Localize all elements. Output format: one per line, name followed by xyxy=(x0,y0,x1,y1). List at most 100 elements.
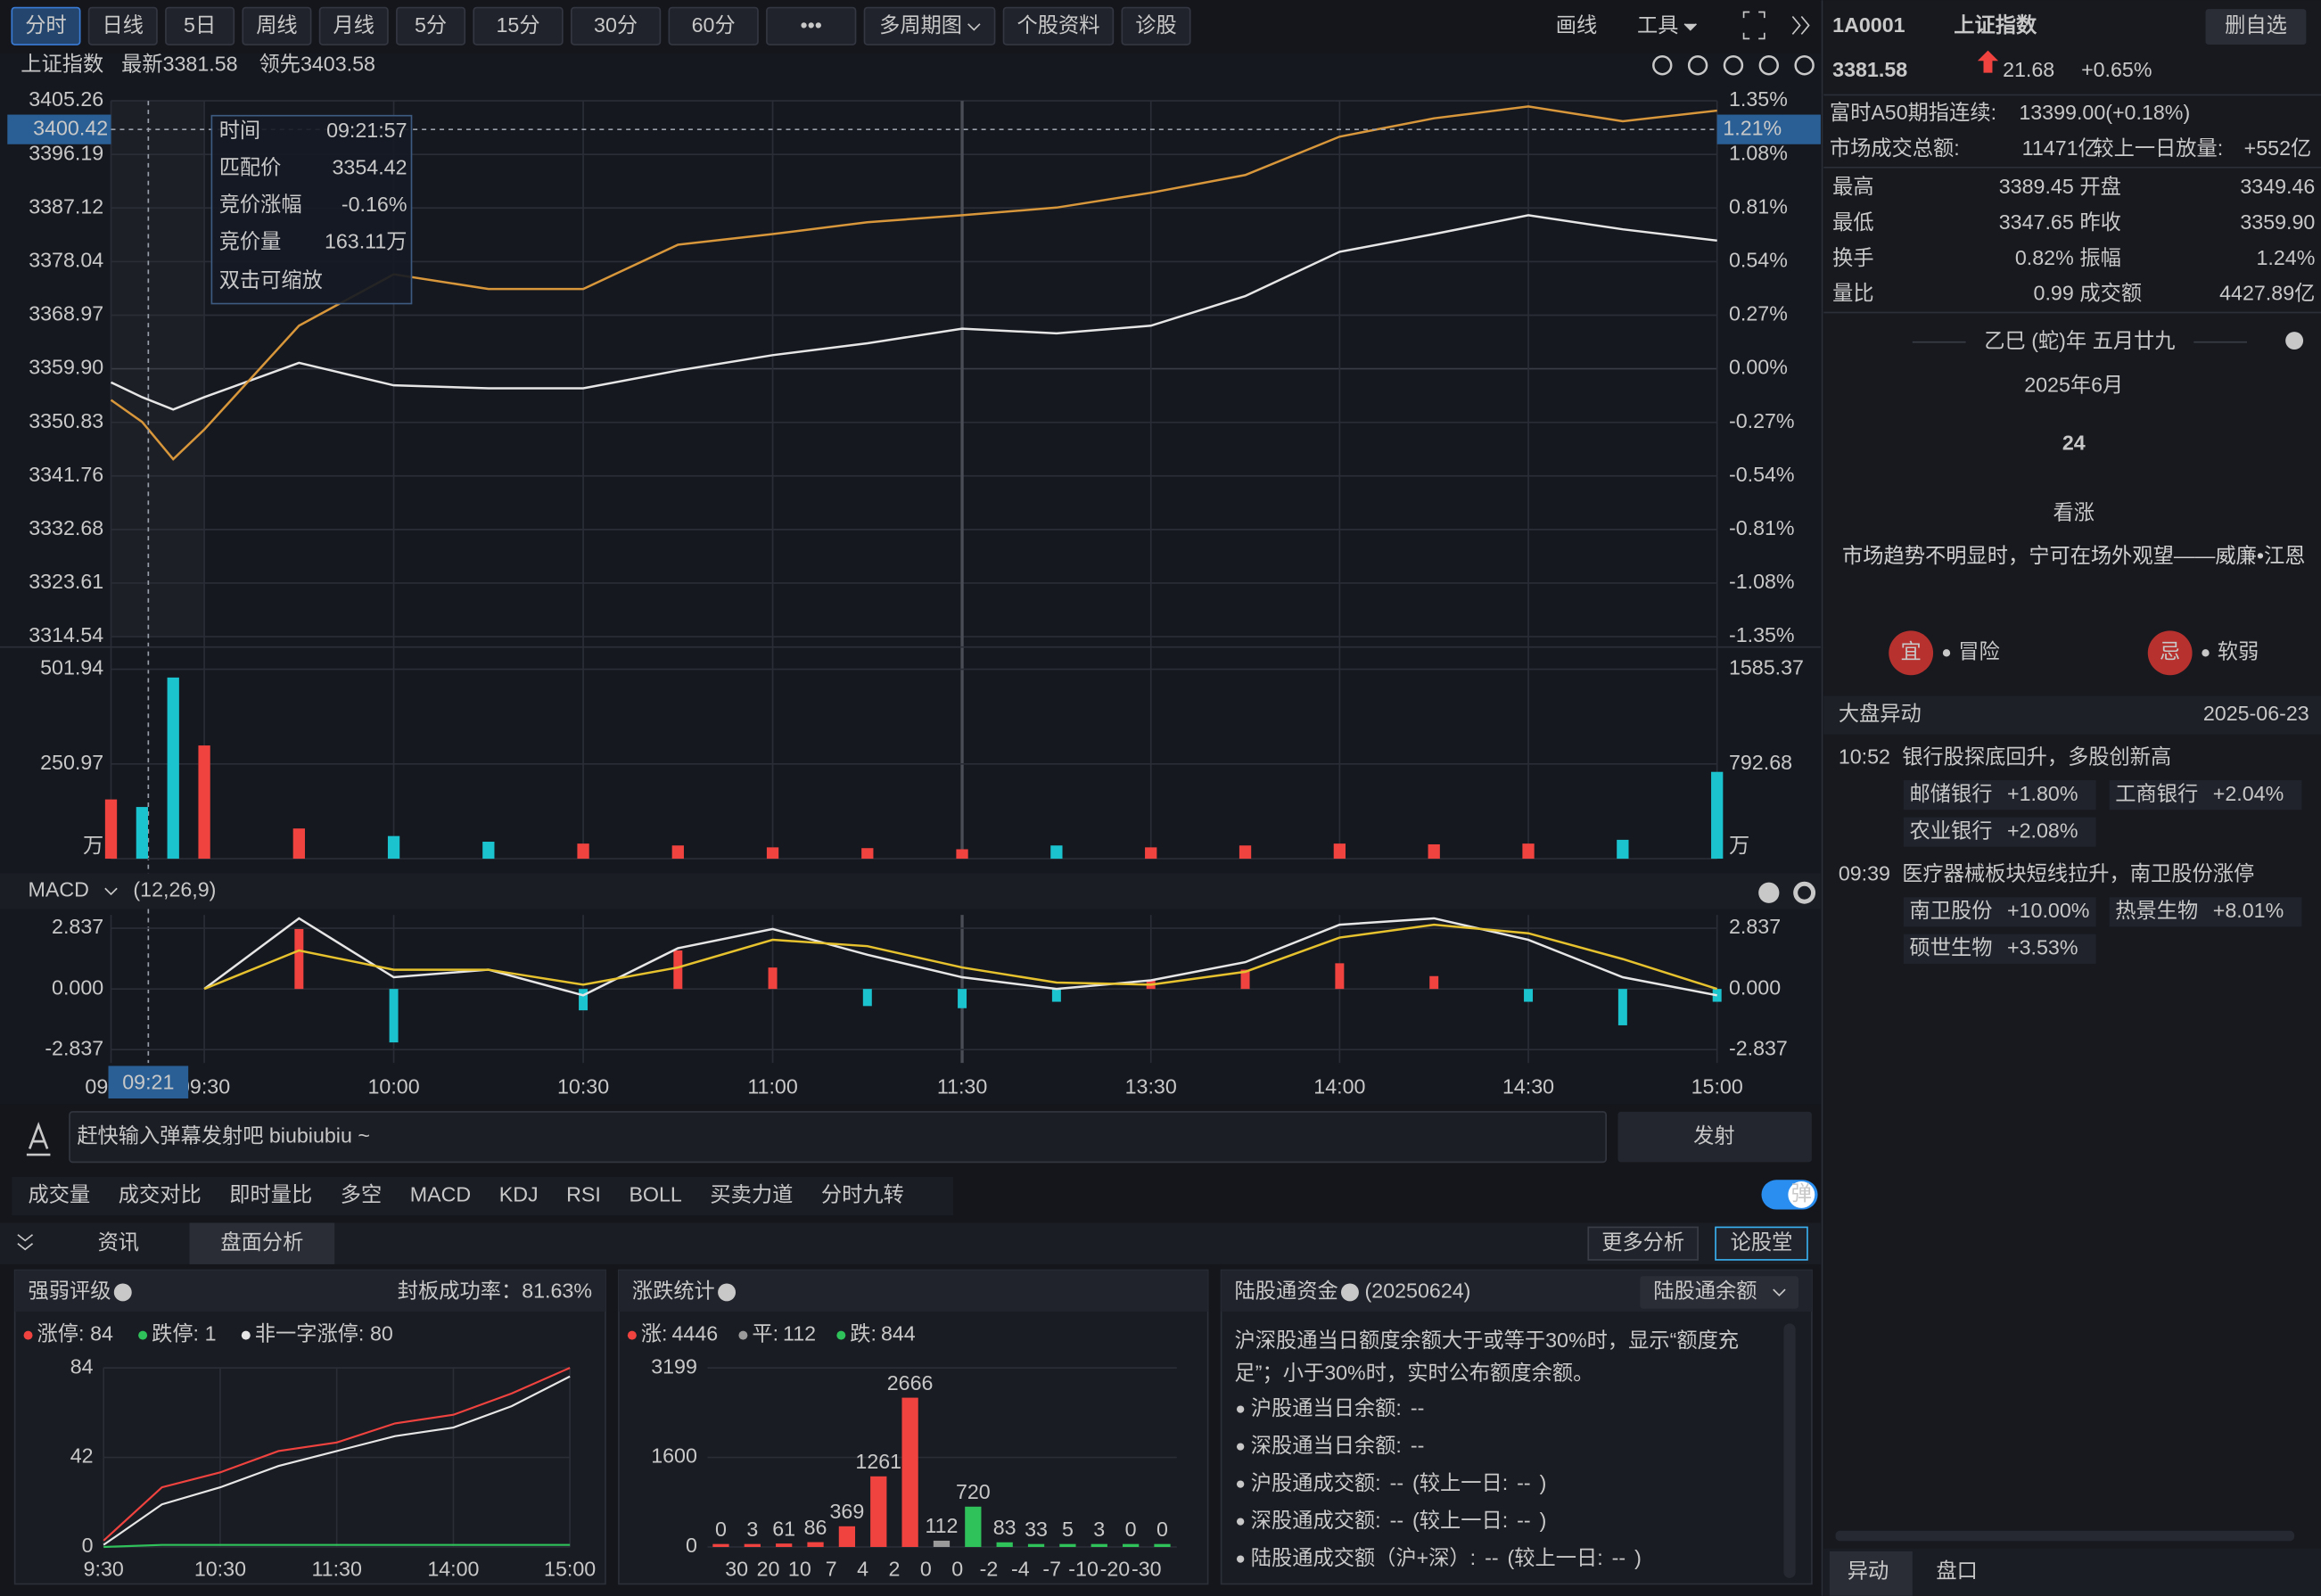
tab-label[interactable]: ••• xyxy=(801,13,822,37)
right-tab-active xyxy=(1829,1551,1913,1596)
x-tick-label: 11:30 xyxy=(311,1558,361,1581)
indicator-tab[interactable]: RSI xyxy=(566,1183,601,1206)
calendar-day: 24 xyxy=(2062,431,2086,454)
tab-label[interactable]: 分时 xyxy=(25,13,66,37)
macd-bar xyxy=(389,989,399,1043)
forum-button[interactable] xyxy=(1715,1226,1808,1261)
tab-label[interactable]: 30分 xyxy=(594,13,638,37)
event-text: 银行股探底回升，多股创新高 xyxy=(1902,745,2171,768)
bottom-tab[interactable]: 盘面分析 xyxy=(220,1230,303,1254)
y2-tick-label: 0.00% xyxy=(1729,356,1788,379)
more-label[interactable]: 更多分析 xyxy=(1601,1230,1684,1254)
indicator-tab[interactable]: KDJ xyxy=(499,1183,539,1206)
row-compare-end: ) xyxy=(1634,1546,1642,1569)
tab-button[interactable] xyxy=(766,6,857,45)
y2-tick-label: -1.35% xyxy=(1729,623,1795,646)
forum-label[interactable]: 论股堂 xyxy=(1731,1230,1793,1254)
unwatch-button[interactable] xyxy=(2205,9,2307,45)
x-tick-label: -20 xyxy=(1100,1558,1131,1581)
stock-name[interactable]: 邮储银行 xyxy=(1909,782,1992,805)
dropdown[interactable] xyxy=(1640,1276,1798,1309)
indicator-tab[interactable]: 即时量比 xyxy=(229,1183,312,1206)
tab-button[interactable] xyxy=(863,6,996,45)
indicator-tab[interactable]: 成交对比 xyxy=(119,1183,202,1206)
tab-label[interactable]: 多周期图 xyxy=(879,13,962,37)
indicator-tab[interactable]: 买卖力道 xyxy=(710,1183,793,1206)
ji-text: 软弱 xyxy=(2218,639,2259,662)
calendar-month: 2025年6月 xyxy=(2024,374,2123,397)
tab-button[interactable] xyxy=(1121,6,1191,45)
tab-button[interactable] xyxy=(570,6,662,45)
y2-tick-label: -0.54% xyxy=(1729,463,1795,486)
right-tab[interactable]: 异动 xyxy=(1848,1559,1889,1582)
tab-label[interactable]: 日线 xyxy=(103,13,144,37)
volume-bar xyxy=(167,677,179,860)
tab-label[interactable]: 月线 xyxy=(333,13,374,37)
quote-change: 21.68 xyxy=(2003,58,2054,81)
stock-name[interactable]: 热景生物 xyxy=(2115,899,2198,922)
tool-label[interactable]: 画线 xyxy=(1556,13,1597,37)
stat-label: 昨收 xyxy=(2079,210,2120,234)
tab-button[interactable] xyxy=(87,6,158,45)
indicator-tab[interactable]: MACD xyxy=(410,1183,471,1206)
send-button[interactable] xyxy=(1617,1111,1812,1163)
stock-tag[interactable] xyxy=(1903,817,2096,847)
stock-tag[interactable] xyxy=(1903,780,2096,810)
row-compare-value: -- xyxy=(1517,1471,1530,1494)
send-label[interactable]: 发射 xyxy=(1693,1123,1734,1147)
y2-tick-label: 0.000 xyxy=(1729,975,1781,999)
bullet xyxy=(1942,649,1951,657)
indicator-tab[interactable]: BOLL xyxy=(629,1183,681,1206)
volume-bar xyxy=(482,842,495,860)
tab-button[interactable] xyxy=(668,6,759,45)
tab-label[interactable]: 5日 xyxy=(184,13,216,37)
stock-name[interactable]: 南卫股份 xyxy=(1909,899,1992,922)
macd-bar xyxy=(1051,989,1061,1002)
tab-label[interactable]: 5分 xyxy=(415,13,447,37)
unwatch-label[interactable]: 删自选 xyxy=(2225,13,2287,37)
tool-label[interactable]: 工具 xyxy=(1637,13,1678,37)
quote-name: 上证指数 xyxy=(1954,13,2037,37)
stock-tag[interactable] xyxy=(2109,897,2302,927)
macd-bar xyxy=(1429,975,1439,990)
indicator-tab[interactable]: 多空 xyxy=(341,1183,382,1206)
x-tick-label: 13:30 xyxy=(1125,1075,1177,1098)
tab-button[interactable] xyxy=(165,6,235,45)
stock-tag[interactable] xyxy=(1903,934,2096,964)
stock-name[interactable]: 工商银行 xyxy=(2115,782,2198,805)
dropdown-label[interactable]: 陆股通余额 xyxy=(1653,1279,1757,1303)
indicator-tab[interactable]: 成交量 xyxy=(29,1183,91,1206)
tab-button[interactable] xyxy=(11,6,81,45)
tab-label[interactable]: 诊股 xyxy=(1135,13,1176,37)
stock-tag[interactable] xyxy=(2109,780,2302,810)
danmaku-input[interactable] xyxy=(69,1111,1608,1164)
y-tick-label: 3368.97 xyxy=(29,302,103,325)
tab-button[interactable] xyxy=(1002,6,1115,45)
right-tab[interactable]: 盘口 xyxy=(1936,1559,1977,1582)
lead-price: 领先3403.58 xyxy=(259,52,375,75)
tab-button[interactable] xyxy=(242,6,312,45)
up-arrow xyxy=(1977,50,1999,73)
bullet xyxy=(2202,649,2210,657)
tab-button[interactable] xyxy=(318,6,389,45)
bottom-tab[interactable]: 资讯 xyxy=(98,1230,139,1254)
tab-label[interactable]: 个股资料 xyxy=(1016,13,1099,37)
tab-button[interactable] xyxy=(473,6,564,45)
y2-tick-label: -0.27% xyxy=(1729,409,1795,432)
legend-dot xyxy=(738,1330,748,1340)
more-button[interactable] xyxy=(1587,1226,1699,1261)
indicator-tab[interactable]: 分时九转 xyxy=(821,1183,904,1206)
volume-bar xyxy=(1239,845,1252,860)
y2-tick-label: 2.837 xyxy=(1729,915,1781,938)
tab-label[interactable]: 60分 xyxy=(692,13,736,37)
danmaku-placeholder[interactable]: 赶快输入弹幕发射吧 biubiubiu ~ xyxy=(77,1123,370,1147)
tab-label[interactable]: 周线 xyxy=(256,13,297,37)
tab-label[interactable]: 15分 xyxy=(496,13,539,37)
breadth-bar xyxy=(1154,1543,1171,1547)
legend-label: 涨: xyxy=(641,1322,668,1345)
tooltip xyxy=(210,114,413,305)
stock-tag[interactable] xyxy=(1903,897,2096,927)
stock-name[interactable]: 硕世生物 xyxy=(1909,935,1992,958)
stock-name[interactable]: 农业银行 xyxy=(1909,819,1992,842)
tab-button[interactable] xyxy=(396,6,466,45)
